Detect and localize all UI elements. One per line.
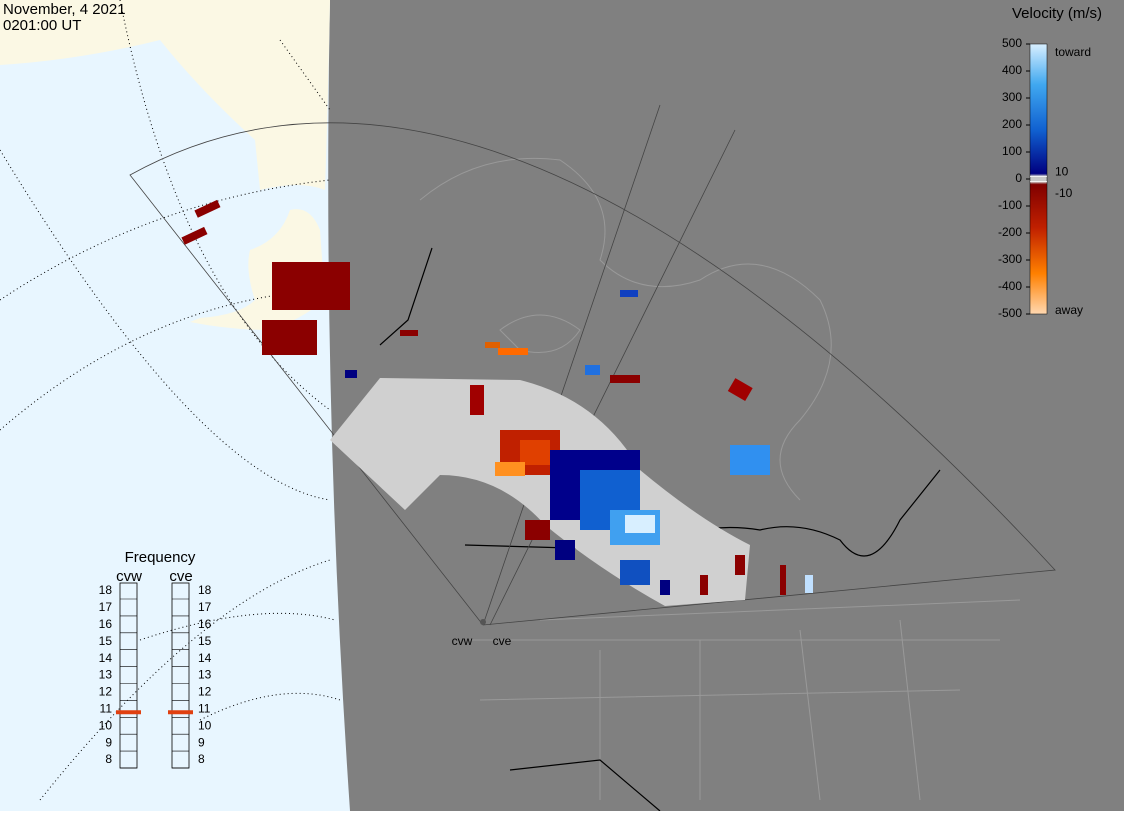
- time: 0201:00 UT: [3, 17, 81, 34]
- velocity-tick-label: 0: [1015, 171, 1022, 185]
- frequency-tick-label: 8: [105, 752, 112, 766]
- radar-cells: [181, 199, 813, 606]
- graticule: [0, 0, 341, 801]
- frequency-tick-label: 10: [198, 718, 212, 732]
- coastlines: [419, 157, 1021, 801]
- velocity-tick-label: -500: [998, 306, 1022, 320]
- frequency-tick-label: 16: [198, 617, 212, 631]
- frequency-tick-label: 16: [99, 617, 113, 631]
- velocity-tick-label: 100: [1002, 144, 1022, 158]
- land: [0, 0, 330, 190]
- frequency-tick-label: 9: [198, 735, 205, 749]
- frequency-tick-label: 9: [105, 735, 112, 749]
- date: November, 4 2021: [3, 1, 126, 18]
- frequency-tick-label: 18: [99, 583, 113, 597]
- frequency-tick-label: 17: [198, 600, 212, 614]
- station-marker: [480, 619, 486, 625]
- velocity-tick-label: 200: [1002, 117, 1022, 131]
- away-label: away: [1055, 303, 1083, 317]
- frequency-tick-label: 15: [99, 634, 113, 648]
- frequency-tick-label: 12: [198, 685, 212, 699]
- frequency-tick-label: 8: [198, 752, 205, 766]
- outer-space: [0, 0, 350, 811]
- frequency-tick-label: 18: [198, 583, 212, 597]
- threshold-label: 10: [1055, 164, 1069, 178]
- frequency-tick-label: 12: [99, 685, 113, 699]
- velocity-tick-label: -400: [998, 279, 1022, 293]
- frequency-tick-label: 10: [99, 718, 113, 732]
- radar-name: cvw: [116, 568, 142, 585]
- colorbar: [1029, 43, 1048, 315]
- velocity-tick-label: -100: [998, 198, 1022, 212]
- station-label: cve: [493, 634, 512, 648]
- frequency-tick-label: 14: [198, 651, 212, 665]
- frequency-tick-label: 17: [99, 600, 113, 614]
- frequency-tick-label: 11: [198, 701, 211, 715]
- velocity-tick-label: 300: [1002, 90, 1022, 104]
- frequency-tick-label: 14: [99, 651, 113, 665]
- frequency-tick-label: 11: [100, 701, 113, 715]
- frequency-tick-label: 13: [198, 668, 212, 682]
- velocity-tick-label: -300: [998, 252, 1022, 266]
- toward-label: toward: [1055, 45, 1091, 59]
- frequency-title: Frequency: [125, 549, 196, 566]
- velocity-tick-label: 400: [1002, 63, 1022, 77]
- velocity-title: Velocity (m/s): [1012, 5, 1102, 22]
- radar-name: cve: [169, 568, 192, 585]
- frequency-tick-label: 15: [198, 634, 212, 648]
- threshold-label: -10: [1055, 186, 1073, 200]
- station-label: cvw: [452, 634, 473, 648]
- velocity-tick-label: 500: [1002, 36, 1022, 50]
- velocity-tick-label: -200: [998, 225, 1022, 239]
- frequency-tick-label: 13: [99, 668, 113, 682]
